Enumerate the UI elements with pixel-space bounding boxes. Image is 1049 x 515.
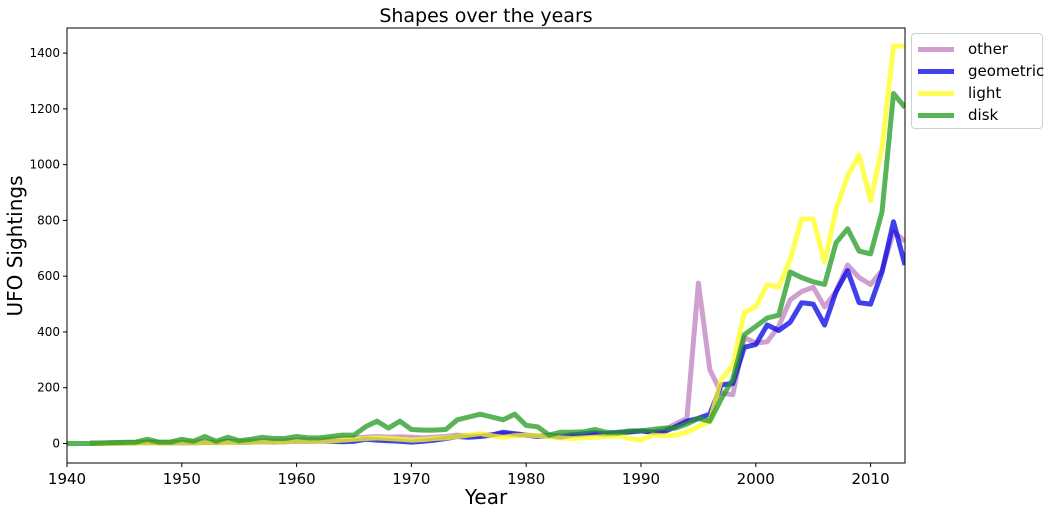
legend-swatch-other: [918, 46, 954, 52]
series-layer: [67, 43, 905, 446]
y-tick-label: 800: [37, 213, 60, 227]
legend-swatch-light: [918, 90, 954, 96]
series-line-geometric: [90, 219, 905, 446]
legend-swatch-disk: [918, 112, 954, 118]
legend-item-light: light: [918, 82, 1001, 104]
x-tick-label: 1950: [163, 470, 201, 488]
y-tick-label: 600: [37, 269, 60, 283]
x-axis-label: Year: [464, 485, 508, 509]
x-tick-label: 1960: [277, 470, 315, 488]
x-tick-label: 1970: [392, 470, 430, 488]
y-tick-label: 1200: [29, 102, 60, 116]
x-tick-label: 1940: [48, 470, 86, 488]
x-tick-label: 1990: [622, 470, 660, 488]
y-tick-label: 400: [37, 325, 60, 339]
legend-item-disk: disk: [918, 104, 998, 126]
x-tick-label: 2010: [851, 470, 889, 488]
series-line-light: [90, 43, 905, 446]
legend-item-other: other: [918, 38, 1008, 60]
legend-swatch-geometric: [918, 68, 954, 74]
series-line-disk: [67, 91, 905, 446]
x-tick-label: 1980: [507, 470, 545, 488]
legend: other geometric light disk: [911, 33, 1044, 129]
y-axis: 0 200 400 600 800 1000 1200 1400: [29, 46, 67, 450]
y-axis-label: UFO Sightings: [3, 175, 27, 316]
legend-label-other: other: [968, 40, 1008, 58]
x-tick-label: 2000: [737, 470, 775, 488]
y-tick-label: 200: [37, 381, 60, 395]
legend-item-geometric: geometric: [918, 60, 1044, 82]
legend-label-light: light: [968, 84, 1002, 102]
y-tick-label: 1000: [29, 158, 60, 172]
series-line-other: [89, 229, 905, 446]
legend-label-disk: disk: [968, 106, 999, 124]
y-tick-label: 1400: [29, 46, 60, 60]
y-tick-label: 0: [52, 436, 60, 450]
plot-frame: [66, 27, 906, 464]
chart-title: Shapes over the years: [379, 5, 592, 27]
x-axis: 1940 1950 1960 1970 1980 1990 2000 2010: [48, 463, 890, 488]
legend-label-geometric: geometric: [968, 62, 1045, 80]
